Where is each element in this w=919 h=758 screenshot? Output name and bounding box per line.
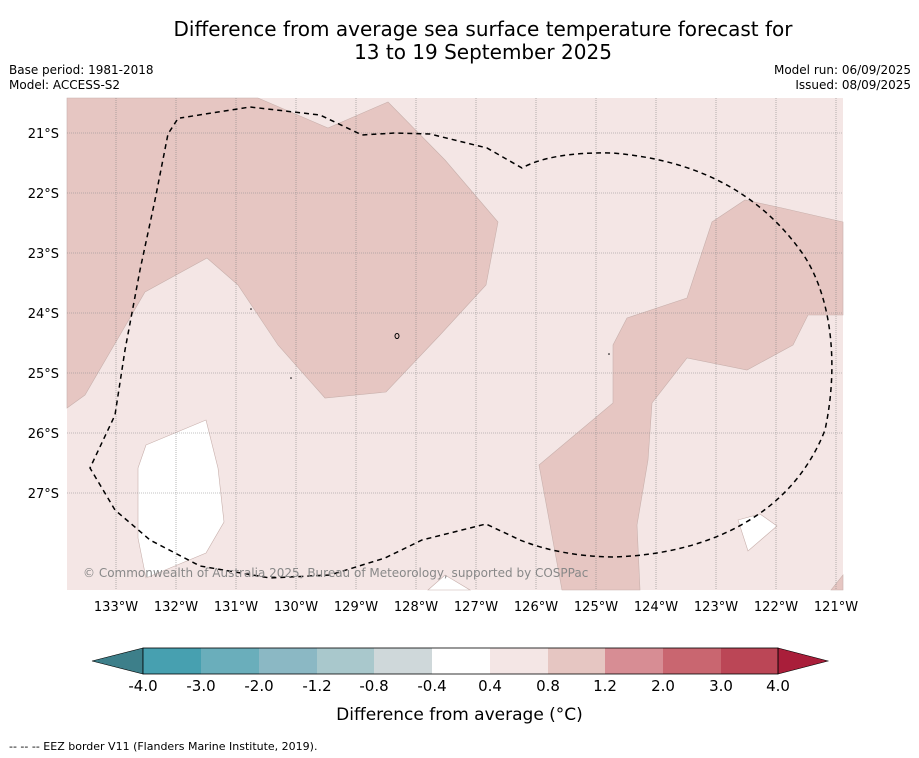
lon-label-130w: 130°W — [274, 600, 318, 615]
colorbar-tick-label: 0.8 — [536, 677, 560, 695]
map-area: © Commonwealth of Australia 2025, Bureau… — [66, 97, 844, 591]
right-metadata: Model run: 06/09/2025 Issued: 08/09/2025 — [774, 63, 911, 93]
lon-label-123w: 123°W — [694, 600, 738, 615]
lat-label-22s: 22°S — [28, 187, 59, 202]
island-marker — [608, 353, 610, 355]
colorbar-segment — [548, 648, 605, 674]
title-line-2: 13 to 19 September 2025 — [354, 40, 612, 64]
colorbar-extend-high — [777, 647, 830, 675]
colorbar-tick-label: -4.0 — [128, 677, 157, 695]
island-marker — [250, 308, 252, 310]
eez-border — [89, 106, 833, 579]
colorbar-tick-label: -3.0 — [186, 677, 215, 695]
anomaly-band-neutral-southeast — [737, 513, 778, 552]
lon-label-121w: 121°W — [814, 600, 858, 615]
colorbar-tick-label: -1.2 — [302, 677, 331, 695]
lat-label-27s: 27°S — [28, 487, 59, 502]
colorbar-segment — [317, 648, 374, 674]
colorbar-tick-labels: -4.0 -3.0 -2.0 -1.2 -0.8 -0.4 0.4 0.8 1.… — [128, 677, 790, 695]
colorbar-extend-low — [91, 647, 144, 675]
eez-footnote: -- -- -- EEZ border V11 (Flanders Marine… — [9, 740, 318, 753]
lat-label-25s: 25°S — [28, 367, 59, 382]
anomaly-band-warm-southeast-corner — [830, 574, 844, 591]
map-title: Difference from average sea surface temp… — [0, 18, 919, 64]
lon-label-126w: 126°W — [514, 600, 558, 615]
colorbar-tick-label: -0.4 — [417, 677, 446, 695]
colorbar-tick-label: -2.0 — [244, 677, 273, 695]
copyright-text: © Commonwealth of Australia 2025, Bureau… — [83, 566, 588, 580]
colorbar-frame — [142, 647, 779, 675]
colorbar-segment — [374, 648, 432, 674]
colorbar-segment — [432, 648, 490, 674]
lon-label-125w: 125°W — [574, 600, 618, 615]
model-run-text: Model run: 06/09/2025 — [773, 63, 911, 77]
model-text: Model: ACCESS-S2 — [9, 78, 121, 92]
colorbar-title: Difference from average (°C) — [336, 705, 583, 725]
anomaly-band-neutral-west — [137, 419, 225, 579]
anomaly-band-warm-northwest — [66, 97, 499, 409]
colorbar-segment — [663, 648, 721, 674]
lat-label-26s: 26°S — [28, 427, 59, 442]
colorbar-tick-label: 0.4 — [478, 677, 502, 695]
anomaly-band-warm-east — [538, 199, 844, 591]
colorbar-segment — [605, 648, 663, 674]
colorbar-segment — [201, 648, 259, 674]
colorbar-segment — [259, 648, 317, 674]
lat-label-23s: 23°S — [28, 247, 59, 262]
island-marker — [394, 333, 400, 339]
colorbar-segment — [490, 648, 548, 674]
title-line-1: Difference from average sea surface temp… — [173, 17, 793, 41]
left-metadata: Base period: 1981-2018 Model: ACCESS-S2 — [9, 63, 154, 93]
lon-label-122w: 122°W — [754, 600, 798, 615]
lat-label-24s: 24°S — [28, 307, 59, 322]
colorbar-segment — [721, 648, 778, 674]
lat-label-21s: 21°S — [28, 127, 59, 142]
lon-label-131w: 131°W — [214, 600, 258, 615]
latitude-labels: 21°S 22°S 23°S 24°S 25°S 26°S 27°S — [28, 127, 59, 502]
longitude-gridlines — [115, 98, 837, 590]
anomaly-band-neutral-south — [427, 574, 472, 591]
lon-label-127w: 127°W — [454, 600, 498, 615]
base-period-text: Base period: 1981-2018 — [9, 63, 154, 77]
colorbar: -4.0 -3.0 -2.0 -1.2 -0.8 -0.4 0.4 0.8 1.… — [91, 647, 830, 695]
lon-label-124w: 124°W — [634, 600, 678, 615]
colorbar-tick-label: 4.0 — [766, 677, 790, 695]
lon-label-129w: 129°W — [334, 600, 378, 615]
issued-text: Issued: 08/09/2025 — [795, 78, 911, 92]
colorbar-tick-label: 1.2 — [593, 677, 617, 695]
colorbar-tick-label: 2.0 — [651, 677, 675, 695]
colorbar-tick-label: 3.0 — [709, 677, 733, 695]
colorbar-tick-label: -0.8 — [359, 677, 388, 695]
island-marker — [290, 377, 292, 379]
colorbar-segment — [143, 648, 201, 674]
island-markers — [250, 308, 610, 379]
latitude-gridlines — [67, 132, 843, 494]
lon-label-132w: 132°W — [154, 600, 198, 615]
longitude-labels: 133°W 132°W 131°W 130°W 129°W 128°W 127°… — [94, 600, 858, 615]
lon-label-133w: 133°W — [94, 600, 138, 615]
lon-label-128w: 128°W — [394, 600, 438, 615]
